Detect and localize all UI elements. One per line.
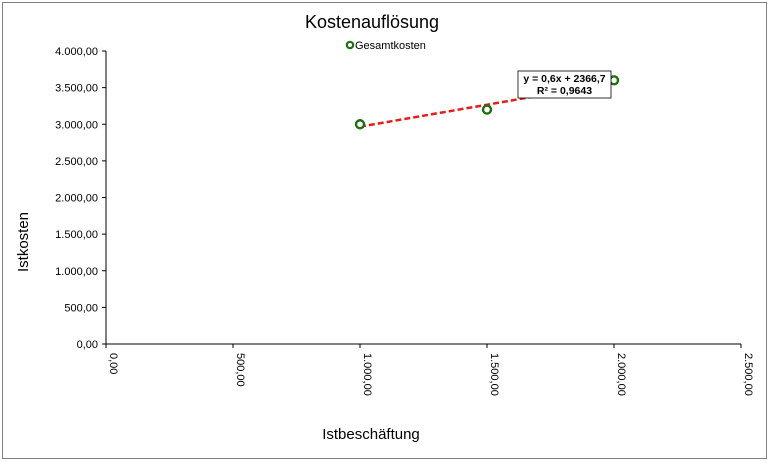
trendline-equation-box: y = 0,6x + 2366,7 R² = 0,9643	[517, 70, 612, 99]
chart-frame	[2, 2, 767, 459]
y-tick-label: 1.000,00	[55, 266, 98, 278]
x-axis-title: Istbeschäftung	[322, 426, 420, 443]
data-point	[354, 119, 366, 130]
y-tick-label: 2.000,00	[55, 193, 98, 205]
y-tick-label: 4.000,00	[55, 46, 98, 58]
x-tick-label: 500,00	[234, 353, 246, 387]
y-axis-title: Istkosten	[15, 212, 32, 272]
trendline-equation: y = 0,6x + 2366,7	[523, 73, 605, 85]
y-tick-label: 3.500,00	[55, 83, 98, 95]
equation-box-border	[517, 70, 612, 99]
x-tick-label: 2.500,00	[742, 353, 754, 396]
x-tick-label: 2.000,00	[615, 353, 627, 396]
legend-label: Gesamtkosten	[355, 40, 426, 52]
chart-title: Kostenauflösung	[305, 12, 439, 32]
y-axis: 0,00 500,00 1.000,00 1.500,00 2.000,00 2.500,…	[55, 46, 107, 351]
y-tick-label: 3.000,00	[55, 119, 98, 131]
y-tick-label: 1.500,00	[55, 229, 98, 241]
data-point	[481, 104, 493, 115]
y-tick-label: 500,00	[64, 302, 98, 314]
y-tick-label: 2.500,00	[55, 156, 98, 168]
x-axis: 0,00 500,00 1.000,00 1.500,00 2.000,00 2.500,…	[105, 343, 754, 396]
y-tick-label: 0,00	[77, 339, 98, 351]
trendline-r-squared: R² = 0,9643	[537, 85, 592, 97]
x-tick-label: 1.500,00	[488, 353, 500, 396]
x-tick-label: 1.000,00	[361, 353, 373, 396]
x-tick-label: 0,00	[107, 353, 119, 374]
legend-marker	[345, 40, 355, 50]
legend: Gesamtkosten	[345, 40, 426, 52]
